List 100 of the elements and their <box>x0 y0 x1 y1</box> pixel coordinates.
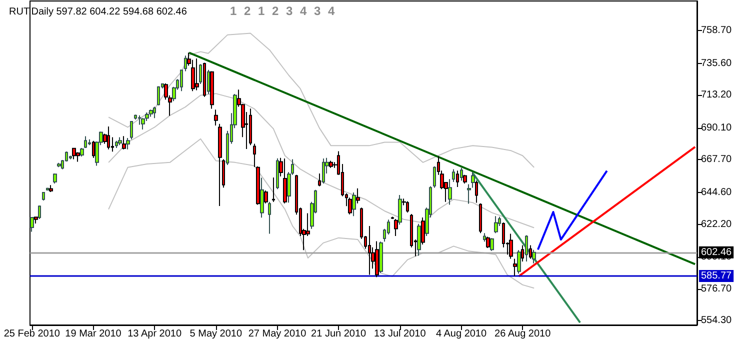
candlestick <box>529 244 532 260</box>
candlestick <box>253 143 256 168</box>
candlestick <box>249 108 252 146</box>
annotation: 2 <box>272 4 279 18</box>
x-tick-label: 4 Aug 2010 <box>436 328 487 340</box>
candlestick <box>218 123 222 207</box>
candlestick <box>107 126 110 150</box>
candlestick <box>207 69 210 94</box>
candlestick <box>479 202 482 234</box>
annotation: 4 <box>328 4 335 18</box>
x-tick-label: 21 Jun 2010 <box>311 328 367 340</box>
y-tick-label: 644.60 <box>701 187 732 198</box>
candlestick <box>222 158 225 188</box>
candlestick <box>57 162 61 168</box>
line-series <box>108 93 535 228</box>
candlestick <box>38 204 41 220</box>
candlestick <box>157 86 160 106</box>
candlestick <box>138 114 141 126</box>
candlestick <box>421 217 425 245</box>
candlestick <box>490 238 494 252</box>
candlestick <box>318 173 321 187</box>
candlestick <box>272 176 275 202</box>
candlestick <box>256 166 260 206</box>
y-tick-label: 735.60 <box>701 58 732 69</box>
candlestick <box>42 191 45 201</box>
candlestick <box>417 223 421 256</box>
candlestick <box>456 170 459 188</box>
x-tick-label: 13 Apr 2010 <box>128 328 182 340</box>
candlestick <box>72 147 76 160</box>
annotation: 4 <box>300 4 307 18</box>
candlestick <box>84 136 87 148</box>
candlestick <box>276 158 279 190</box>
candlestick <box>463 174 467 184</box>
candlestick <box>80 147 84 157</box>
candlestick <box>513 258 517 277</box>
candlestick <box>210 70 214 110</box>
candlestick <box>184 55 187 72</box>
candlestick <box>322 158 325 184</box>
candlestick <box>368 226 371 276</box>
candlestick <box>203 62 206 98</box>
y-tick-label: 713.20 <box>701 90 732 101</box>
candlestick <box>525 234 528 262</box>
candlestick <box>460 167 463 182</box>
y-tick-label: 690.10 <box>701 122 732 134</box>
candlestick <box>268 201 271 234</box>
candlestick <box>452 168 455 183</box>
y-tick-label: 622.20 <box>701 218 732 230</box>
candlestick <box>406 200 409 214</box>
candlestick <box>149 109 153 118</box>
candlestick <box>118 136 122 146</box>
candlestick <box>486 236 490 249</box>
candlestick <box>394 218 398 236</box>
candlestick <box>375 240 379 278</box>
candlestick <box>260 177 264 218</box>
candlestick <box>76 152 80 162</box>
candlestick <box>448 178 452 206</box>
candlestick <box>475 180 478 204</box>
candlestick <box>122 136 126 150</box>
candlestick <box>153 106 156 119</box>
candlestick <box>115 140 118 148</box>
x-tick-label: 27 May 2010 <box>248 328 307 340</box>
annotation: 3 <box>286 4 293 18</box>
candlestick <box>433 166 436 188</box>
candlestick <box>180 69 183 92</box>
annotation: 1 <box>230 4 237 18</box>
annotation: 1 <box>258 4 265 18</box>
y-tick-label: 554.30 <box>701 315 732 326</box>
candlestick <box>532 249 536 264</box>
line-series <box>108 138 535 289</box>
annotation: 3 <box>314 4 321 18</box>
candlestick <box>30 217 34 232</box>
candlestick <box>34 216 38 224</box>
annotation: 2 <box>244 4 251 18</box>
line-series <box>536 170 608 251</box>
candlestick <box>329 160 333 168</box>
candlestick <box>494 216 498 234</box>
candlestick <box>283 158 287 204</box>
candlestick <box>352 192 356 217</box>
candlestick <box>88 138 91 146</box>
candlestick <box>509 233 513 260</box>
candlestick <box>53 173 57 184</box>
candlestick <box>471 172 475 188</box>
candlestick <box>214 109 218 126</box>
x-tick-label: 19 Mar 2010 <box>65 328 122 340</box>
candlestick <box>49 184 53 192</box>
candlestick <box>521 244 524 262</box>
candlestick <box>517 250 521 274</box>
candlestick <box>348 197 352 215</box>
x-tick-label: 5 May 2010 <box>190 328 242 340</box>
candlestick <box>398 194 402 226</box>
x-tick-label: 25 Feb 2010 <box>4 328 60 340</box>
candlestick <box>356 188 360 204</box>
candlestick <box>379 241 383 274</box>
y-tick-label: 758.70 <box>701 25 732 36</box>
candlestick <box>199 64 202 85</box>
x-tick-label: 26 Aug 2010 <box>494 328 552 340</box>
candlestick <box>92 140 95 158</box>
ref-line-label: 602.46 <box>701 246 732 258</box>
candlestick <box>264 190 268 204</box>
x-tick-label: 13 Jul 2010 <box>374 328 426 340</box>
